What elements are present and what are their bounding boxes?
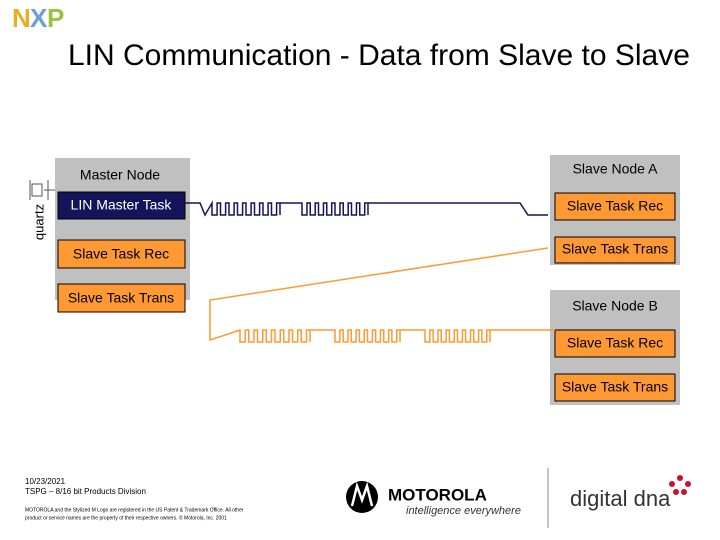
dna-wordmark: digital dna	[570, 486, 671, 511]
footer-date: 10/23/2021	[25, 477, 66, 486]
master-node	[55, 158, 190, 300]
task-box	[554, 236, 676, 264]
task-box	[57, 191, 186, 220]
motorola-m	[350, 481, 374, 507]
task-label: Slave Task Rec	[567, 335, 663, 351]
quartz-icon	[29, 180, 55, 200]
node-label: Slave Node A	[573, 161, 658, 177]
logo-letter: N	[12, 3, 31, 33]
task-box	[57, 283, 186, 313]
task-label: Slave Task Trans	[68, 290, 174, 306]
slide-title: LIN Communication - Data from Slave to S…	[68, 39, 690, 72]
task-label: Slave Task Trans	[562, 241, 668, 257]
task-label: Slave Task Trans	[562, 379, 668, 395]
motorola-wordmark: MOTOROLA	[388, 485, 487, 504]
task-box	[554, 329, 676, 358]
task-label: Slave Task Rec	[567, 198, 663, 214]
task-label: Slave Task Rec	[73, 246, 169, 262]
footer-legal: MOTOROLA and the Stylized M Logo are reg…	[25, 507, 244, 513]
node-label: Slave Node B	[572, 298, 658, 314]
task-label: LIN Master Task	[71, 197, 173, 213]
lin-signal-response	[209, 247, 555, 343]
logo-letter: P	[47, 3, 64, 33]
motorola-tagline: intelligence everywhere	[406, 505, 521, 517]
logo-letter: X	[30, 3, 48, 33]
lin-signal-header	[185, 200, 548, 217]
quartz-label: quartz	[31, 204, 46, 240]
node-label: Master Node	[80, 167, 160, 183]
dna-star	[669, 475, 691, 495]
task-box	[554, 373, 676, 402]
footer-division: TSPG – 8/16 bit Products Division	[25, 487, 146, 496]
task-box	[554, 192, 676, 221]
task-box	[57, 239, 186, 269]
footer-legal: product or service names are the propert…	[25, 514, 227, 521]
